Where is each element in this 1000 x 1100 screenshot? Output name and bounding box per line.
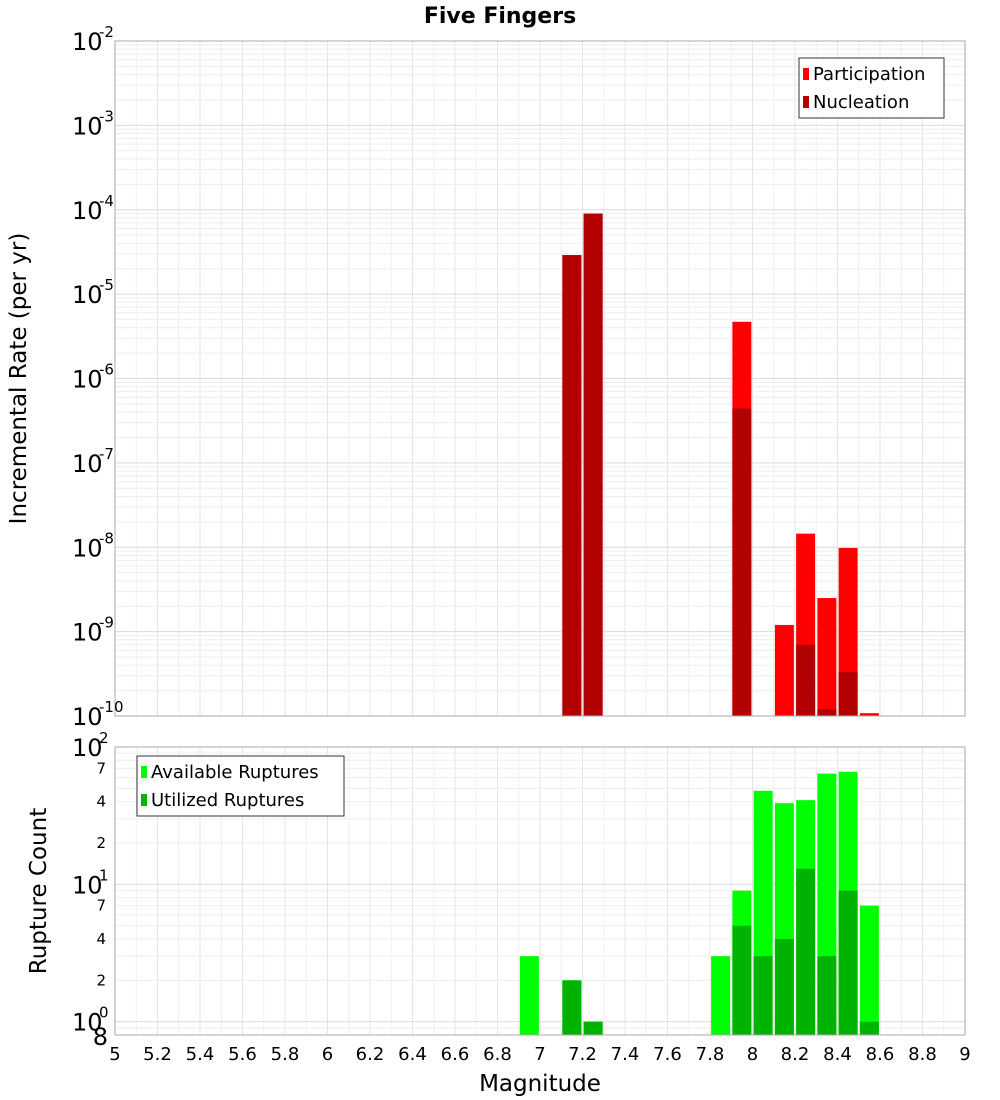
y-tick-label: 10: [72, 197, 103, 225]
legend-label: Utilized Ruptures: [151, 790, 304, 811]
bar-utilized-ruptures: [753, 956, 773, 1035]
y-tick-label: 10: [72, 703, 103, 731]
x-tick-label: 7.6: [653, 1044, 682, 1065]
bar-nucleation: [796, 644, 816, 716]
bar-utilized-ruptures: [859, 1021, 879, 1035]
x-tick-label: 8.2: [781, 1044, 810, 1065]
y-tick-exponent: -6: [99, 361, 114, 379]
x-tick-label: 7.4: [611, 1044, 640, 1065]
y-minor-tick-label: 8: [93, 1023, 108, 1051]
bar-utilized-ruptures: [796, 868, 816, 1035]
legend-swatch: [141, 794, 147, 806]
y-axis-label: Rupture Count: [26, 808, 52, 974]
legend-swatch: [141, 766, 147, 778]
chart-title: Five Fingers: [424, 4, 576, 29]
y-tick-exponent: 2: [99, 729, 109, 747]
x-tick-label: 5.8: [271, 1044, 300, 1065]
legend-label: Participation: [813, 64, 925, 85]
y-tick-label: 10: [72, 734, 103, 762]
y-tick-label: 10: [72, 28, 103, 56]
y-minor-tick-label: 4: [96, 793, 106, 811]
y-tick-exponent: -7: [99, 445, 114, 463]
y-minor-tick-label: 2: [96, 971, 106, 989]
x-tick-label: 6.8: [483, 1044, 512, 1065]
y-tick-exponent: -8: [99, 529, 114, 547]
legend-box: [136, 755, 345, 817]
bar-utilized-ruptures: [583, 1021, 603, 1035]
bar-nucleation: [732, 408, 752, 716]
legend: Available Ruptures Utilized Ruptures: [136, 755, 345, 817]
y-tick-label: 10: [72, 281, 103, 309]
y-minor-tick-label: 7: [96, 897, 106, 915]
legend: Participation Nucleation: [798, 57, 945, 119]
x-tick-label: 6.4: [398, 1044, 427, 1065]
y-minor-tick-label: 7: [96, 759, 106, 777]
legend-box: [798, 57, 945, 119]
x-tick-label: 5: [109, 1044, 120, 1065]
x-tick-label: 7.8: [696, 1044, 725, 1065]
bar-nucleation: [817, 709, 837, 716]
y-tick-exponent: -5: [99, 276, 114, 294]
bar-available-ruptures: [711, 956, 731, 1035]
x-tick-label: 6.6: [441, 1044, 470, 1065]
y-tick-exponent: -3: [99, 107, 114, 125]
bar-utilized-ruptures: [817, 956, 837, 1035]
bar-participation: [774, 624, 794, 716]
x-tick-label: 8: [747, 1044, 758, 1065]
bar-nucleation: [838, 672, 858, 716]
legend-swatch: [803, 96, 809, 108]
bar-nucleation: [562, 255, 582, 716]
bar-utilized-ruptures: [562, 980, 582, 1035]
x-tick-label: 8.8: [908, 1044, 937, 1065]
bar-participation: [817, 598, 837, 716]
x-tick-label: 8.4: [823, 1044, 852, 1065]
y-minor-tick-label: 2: [96, 834, 106, 852]
y-tick-label: 10: [72, 112, 103, 140]
x-tick-label: 5.2: [143, 1044, 172, 1065]
bar-available-ruptures: [519, 956, 539, 1035]
bar-participation: [859, 713, 879, 716]
plot-frame: [114, 40, 966, 717]
top-panel: 10-1010-910-810-710-610-510-410-310-2Inc…: [6, 23, 966, 731]
y-minor-tick-label: 4: [96, 930, 106, 948]
bar-utilized-ruptures: [838, 890, 858, 1035]
y-tick-label: 10: [72, 619, 103, 647]
x-tick-label: 5.4: [186, 1044, 215, 1065]
y-axis-label: Incremental Rate (per yr): [6, 233, 32, 525]
legend-label: Nucleation: [813, 92, 909, 113]
x-tick-label: 7: [534, 1044, 545, 1065]
legend-swatch: [803, 68, 809, 80]
y-tick-label: 10: [72, 450, 103, 478]
x-tick-label: 6.2: [356, 1044, 385, 1065]
y-tick-exponent: -10: [99, 698, 124, 716]
y-tick-label: 10: [72, 1009, 103, 1037]
x-tick-label: 6: [322, 1044, 333, 1065]
y-tick-exponent: -4: [99, 192, 114, 210]
y-tick-exponent: -9: [99, 614, 114, 632]
bar-nucleation: [583, 213, 603, 717]
bar-utilized-ruptures: [774, 939, 794, 1035]
x-tick-label: 8.6: [866, 1044, 895, 1065]
plot-frame: [114, 746, 966, 1036]
x-tick-label: 9: [959, 1044, 970, 1065]
x-tick-label: 7.2: [568, 1044, 597, 1065]
y-tick-exponent: 0: [99, 1004, 109, 1022]
x-axis-label: Magnitude: [479, 1071, 601, 1097]
y-tick-exponent: -2: [99, 23, 114, 41]
bar-utilized-ruptures: [732, 925, 752, 1035]
legend-label: Available Ruptures: [151, 762, 319, 783]
y-tick-exponent: 1: [99, 866, 109, 884]
y-tick-label: 10: [72, 366, 103, 394]
bar-available-ruptures: [859, 905, 879, 1035]
x-tick-label: 5.6: [228, 1044, 257, 1065]
y-tick-label: 10: [72, 871, 103, 899]
y-tick-label: 10: [72, 534, 103, 562]
